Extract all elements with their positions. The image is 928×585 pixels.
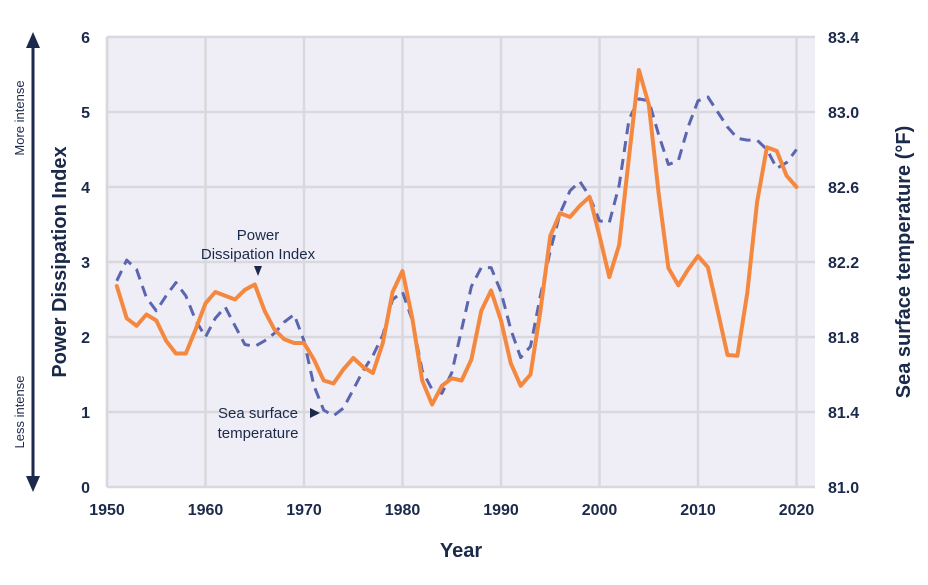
y-left-tick-label: 3 [81, 255, 90, 272]
y-right-axis-title: Sea surface temperature (°F) [893, 126, 915, 399]
sst-annotation-line1: Sea surface [218, 405, 298, 422]
y-left-tick-label: 2 [81, 330, 90, 347]
y-left-tick-label: 6 [81, 30, 90, 47]
sst-annotation-arrow-icon [310, 408, 320, 418]
x-tick-label: 1980 [385, 502, 421, 519]
series-layer [114, 68, 799, 418]
x-tick-label: 2010 [680, 502, 716, 519]
intensity-arrow [26, 32, 40, 492]
y-left-tick-label: 4 [81, 180, 90, 197]
y-right-tick-labels: 81.0 81.4 81.8 82.2 82.6 83.0 83.4 [828, 30, 859, 497]
y-left-tick-labels: 0 1 2 3 4 5 6 [81, 30, 90, 497]
y-right-tick-label: 81.0 [828, 480, 859, 497]
power-dissipation-index-line [114, 68, 799, 407]
y-right-tick-label: 82.6 [828, 180, 859, 197]
x-tick-label: 1990 [483, 502, 519, 519]
y-left-tick-label: 5 [81, 105, 90, 122]
y-right-tick-label: 81.4 [828, 405, 859, 422]
x-tick-labels: 1950 1960 1970 1980 1990 2000 2010 2020 [89, 502, 814, 519]
pdi-annotation-line1: Power [237, 227, 280, 244]
y-right-tick-label: 82.2 [828, 255, 859, 272]
y-right-tick-label: 83.4 [828, 30, 859, 47]
x-axis-title: Year [440, 540, 482, 562]
grid [105, 35, 815, 489]
arrow-up-icon [26, 32, 40, 48]
less-intense-label: Less intense [12, 376, 27, 449]
y-right-tick-label: 83.0 [828, 105, 859, 122]
x-tick-label: 1950 [89, 502, 125, 519]
sst-annotation-line2: temperature [218, 425, 299, 442]
x-tick-label: 2020 [779, 502, 815, 519]
pdi-annotation-arrow-icon [254, 266, 262, 276]
y-left-axis-title: Power Dissipation Index [49, 146, 71, 377]
y-right-tick-label: 81.8 [828, 330, 859, 347]
x-tick-label: 1970 [286, 502, 322, 519]
more-intense-label: More intense [12, 80, 27, 155]
x-tick-label: 2000 [582, 502, 618, 519]
y-left-tick-label: 0 [81, 480, 90, 497]
arrow-down-icon [26, 476, 40, 492]
pdi-annotation-line2: Dissipation Index [201, 246, 316, 263]
sea-surface-temperature-line [115, 95, 798, 418]
x-tick-label: 1960 [188, 502, 224, 519]
y-left-tick-label: 1 [81, 405, 90, 422]
